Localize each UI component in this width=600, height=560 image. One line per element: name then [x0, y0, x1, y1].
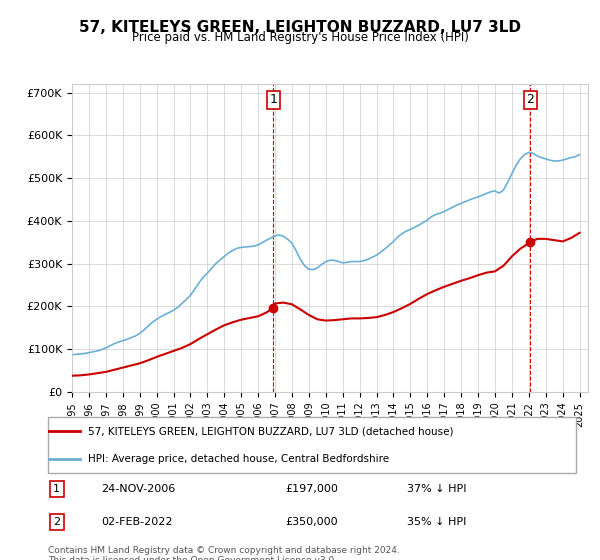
Text: 57, KITELEYS GREEN, LEIGHTON BUZZARD, LU7 3LD: 57, KITELEYS GREEN, LEIGHTON BUZZARD, LU…	[79, 20, 521, 35]
Text: 1: 1	[269, 93, 277, 106]
FancyBboxPatch shape	[48, 417, 576, 473]
Text: 1: 1	[53, 484, 60, 494]
Text: 2: 2	[526, 93, 534, 106]
Text: 24-NOV-2006: 24-NOV-2006	[101, 484, 175, 494]
Text: Price paid vs. HM Land Registry's House Price Index (HPI): Price paid vs. HM Land Registry's House …	[131, 31, 469, 44]
Text: HPI: Average price, detached house, Central Bedfordshire: HPI: Average price, detached house, Cent…	[88, 454, 389, 464]
Text: £350,000: £350,000	[286, 517, 338, 527]
Text: 35% ↓ HPI: 35% ↓ HPI	[407, 517, 466, 527]
Text: Contains HM Land Registry data © Crown copyright and database right 2024.
This d: Contains HM Land Registry data © Crown c…	[48, 546, 400, 560]
Text: 02-FEB-2022: 02-FEB-2022	[101, 517, 172, 527]
Text: 2: 2	[53, 517, 61, 527]
Text: £197,000: £197,000	[286, 484, 338, 494]
Text: 37% ↓ HPI: 37% ↓ HPI	[407, 484, 467, 494]
Text: 57, KITELEYS GREEN, LEIGHTON BUZZARD, LU7 3LD (detached house): 57, KITELEYS GREEN, LEIGHTON BUZZARD, LU…	[88, 426, 453, 436]
